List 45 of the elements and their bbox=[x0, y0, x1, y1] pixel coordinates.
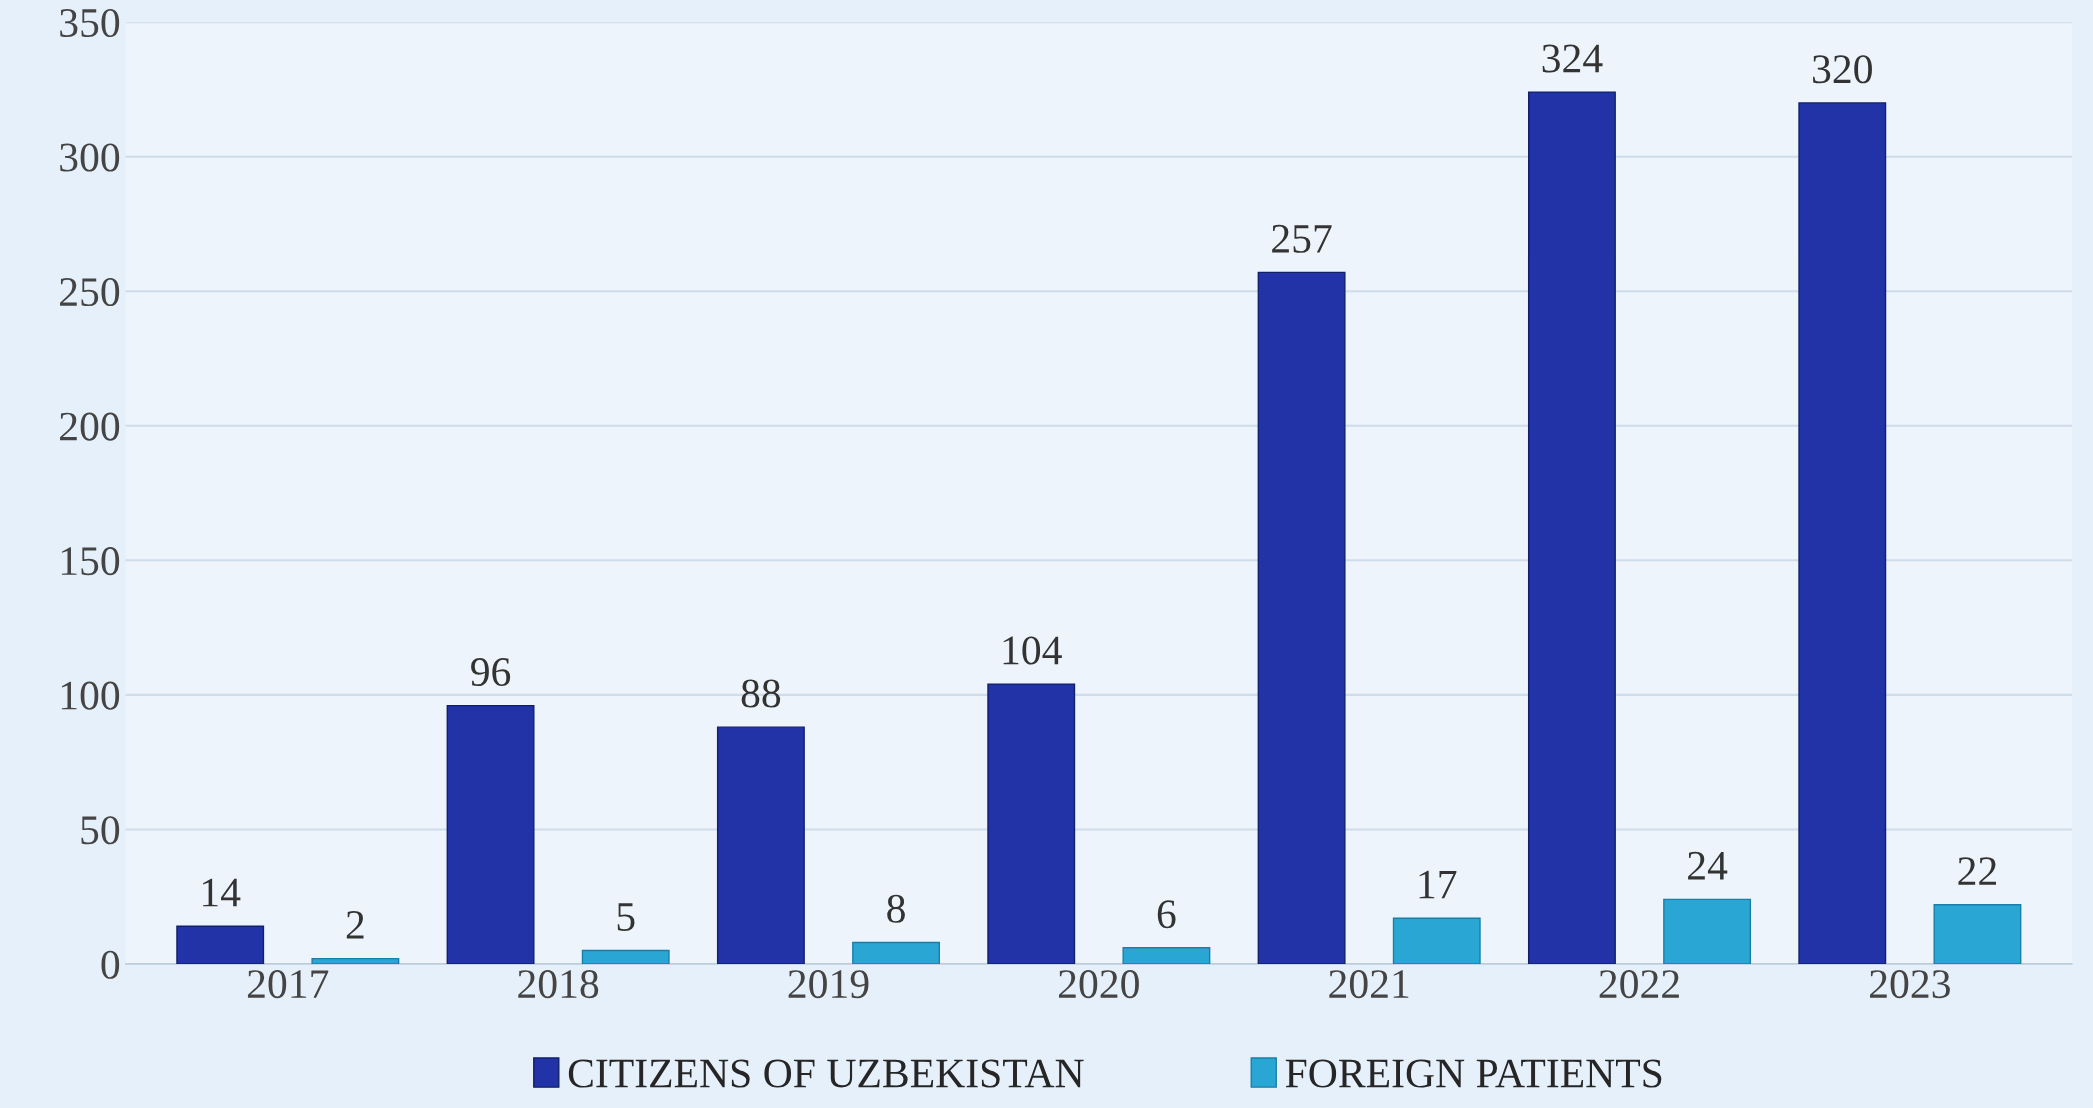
bar bbox=[1257, 271, 1346, 964]
bar bbox=[176, 925, 265, 964]
data-label: 88 bbox=[741, 679, 781, 708]
legend-label: CITIZENS OF UZBEKISTAN bbox=[568, 1059, 1084, 1088]
data-label: 2 bbox=[346, 911, 364, 939]
bar bbox=[1798, 102, 1887, 964]
bar bbox=[446, 704, 535, 964]
data-label: 96 bbox=[471, 658, 511, 687]
data-label: 257 bbox=[1272, 224, 1332, 253]
x-tick-label: 2020 bbox=[1058, 970, 1139, 999]
data-label: 6 bbox=[1157, 900, 1176, 929]
data-label: 17 bbox=[1419, 870, 1457, 899]
bar bbox=[581, 949, 670, 964]
data-label: 5 bbox=[617, 903, 635, 931]
bar bbox=[1392, 917, 1481, 964]
y-tick-label: 0 bbox=[101, 950, 120, 979]
y-tick-label: 100 bbox=[61, 681, 120, 710]
bar bbox=[1527, 91, 1616, 964]
y-tick-label: 150 bbox=[61, 547, 120, 576]
legend-label: FOREIGN PATIENTS bbox=[1285, 1059, 1662, 1088]
x-tick-label: 2018 bbox=[518, 970, 599, 999]
x-tick-label: 2017 bbox=[247, 970, 329, 999]
y-tick-label: 250 bbox=[60, 277, 120, 307]
bar bbox=[1663, 898, 1752, 964]
bar bbox=[1933, 904, 2022, 964]
bar bbox=[852, 941, 941, 964]
x-tick-label: 2023 bbox=[1870, 970, 1950, 999]
x-tick-label: 2022 bbox=[1599, 970, 1679, 999]
data-label: 8 bbox=[887, 894, 905, 923]
bar bbox=[311, 957, 400, 964]
bar bbox=[987, 683, 1076, 964]
data-label: 24 bbox=[1688, 851, 1728, 880]
x-tick-label: 2019 bbox=[788, 970, 869, 999]
bar bbox=[716, 726, 805, 964]
x-tick-label: 2021 bbox=[1329, 970, 1409, 999]
y-tick-label: 50 bbox=[81, 816, 120, 845]
data-label: 320 bbox=[1813, 55, 1872, 84]
data-label: 14 bbox=[203, 878, 241, 907]
bar bbox=[1122, 947, 1211, 964]
y-tick-label: 300 bbox=[60, 143, 120, 172]
data-label: 22 bbox=[1958, 857, 1996, 885]
y-tick-label: 200 bbox=[60, 412, 120, 441]
data-label: 104 bbox=[1003, 636, 1062, 665]
y-tick-label: 350 bbox=[60, 8, 120, 38]
data-label: 324 bbox=[1542, 44, 1603, 73]
